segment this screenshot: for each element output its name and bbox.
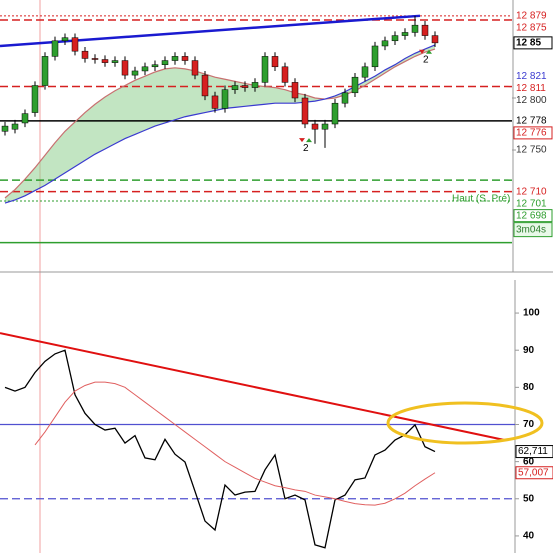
moving-average [4, 44, 436, 204]
y-tick-label: 12 85 [516, 38, 541, 49]
candle-body [151, 64, 159, 68]
y-tick-label: 12 821 [516, 71, 547, 82]
candle-body [431, 35, 439, 44]
candle-body [311, 123, 319, 130]
y-tick-label: 70 [523, 419, 535, 430]
candle-body [251, 82, 259, 88]
candle-body [71, 37, 79, 52]
y-tick-label: 12 698 [516, 210, 547, 221]
candle-body [171, 56, 179, 61]
candle-body [191, 60, 199, 76]
signal-arrow-down [419, 49, 425, 54]
y-tick-label: 12 875 [516, 22, 547, 33]
candle-body [221, 89, 229, 109]
candle-body [41, 56, 49, 86]
label-box [513, 209, 553, 223]
candle-body [91, 58, 99, 60]
y-tick-label: 12 750 [516, 145, 547, 156]
candle-body [61, 37, 69, 42]
candle-body [301, 97, 309, 125]
candle-body [281, 66, 289, 83]
countdown: 3m04s [516, 224, 546, 235]
candle-body [11, 123, 19, 130]
candle-body [421, 24, 429, 36]
y-tick-label: 12 701 [516, 198, 547, 209]
label-box [515, 466, 553, 480]
candle-body [241, 85, 249, 88]
candle-body [351, 76, 359, 94]
y-tick-label: 90 [523, 345, 535, 356]
candle-body [401, 32, 409, 36]
candle-body [391, 35, 399, 42]
y-tick-label: 12 776 [516, 128, 547, 139]
y-tick-label: 12 710 [516, 186, 547, 197]
indicator-line [4, 349, 436, 549]
y-tick-label: 12 811 [516, 83, 546, 94]
y-tick-label: 12 778 [516, 116, 547, 127]
countdown-box [513, 222, 553, 238]
candle-body [381, 40, 389, 47]
candle-body [131, 70, 139, 76]
candle-body [291, 82, 299, 99]
moving-average [4, 48, 436, 199]
signal-arrow-up [306, 138, 312, 143]
candle-body [161, 60, 169, 65]
highlight-ellipse [386, 401, 544, 445]
label-box [513, 36, 553, 50]
candle-body [141, 66, 149, 72]
candle-body [261, 56, 269, 83]
y-tick-label: 62,711 [518, 446, 548, 457]
candle-body [331, 102, 339, 125]
y-tick-label: 57,007 [518, 467, 549, 478]
candle-body [321, 123, 329, 130]
candle-body [111, 60, 119, 63]
candle-body [81, 50, 89, 59]
y-tick-label: 12 879 [516, 10, 547, 21]
candle-body [181, 56, 189, 61]
candle-body [1, 125, 9, 132]
label-box [515, 445, 553, 459]
y-tick-label: 60 [523, 456, 535, 467]
candle-body [361, 66, 369, 78]
y-tick-label: 80 [523, 382, 535, 393]
rsi-panel: 100 90 80 70 60 50 40 62,711 57,007 [0, 308, 553, 549]
y-tick-label: 100 [523, 308, 540, 319]
candle-body [101, 59, 109, 63]
candle-body [21, 113, 29, 124]
candle-body [371, 45, 379, 68]
ma-fill [5, 44, 435, 204]
y-tick-label: 12 800 [516, 95, 547, 106]
candle-body [341, 92, 349, 104]
trendline [0, 14, 421, 48]
trendline [0, 332, 506, 442]
y-tick-label: 40 [523, 531, 535, 542]
candle-body [411, 24, 419, 33]
candle-body [271, 56, 279, 68]
candle-body [121, 60, 129, 76]
label-box [513, 126, 553, 140]
signal-arrow-down [299, 138, 305, 143]
y-tick-label: 50 [523, 493, 535, 504]
candle-body [51, 40, 59, 57]
level-note: Haut (S. Pré) [452, 194, 510, 205]
candle-body [231, 85, 239, 90]
candle-body [31, 85, 39, 113]
candle-body [211, 95, 219, 109]
candle-body [201, 74, 209, 97]
signal-arrow-up [426, 49, 432, 54]
signal-label: 2 [423, 54, 429, 65]
signal-label: 2 [303, 143, 309, 154]
indicator-line [34, 381, 436, 506]
